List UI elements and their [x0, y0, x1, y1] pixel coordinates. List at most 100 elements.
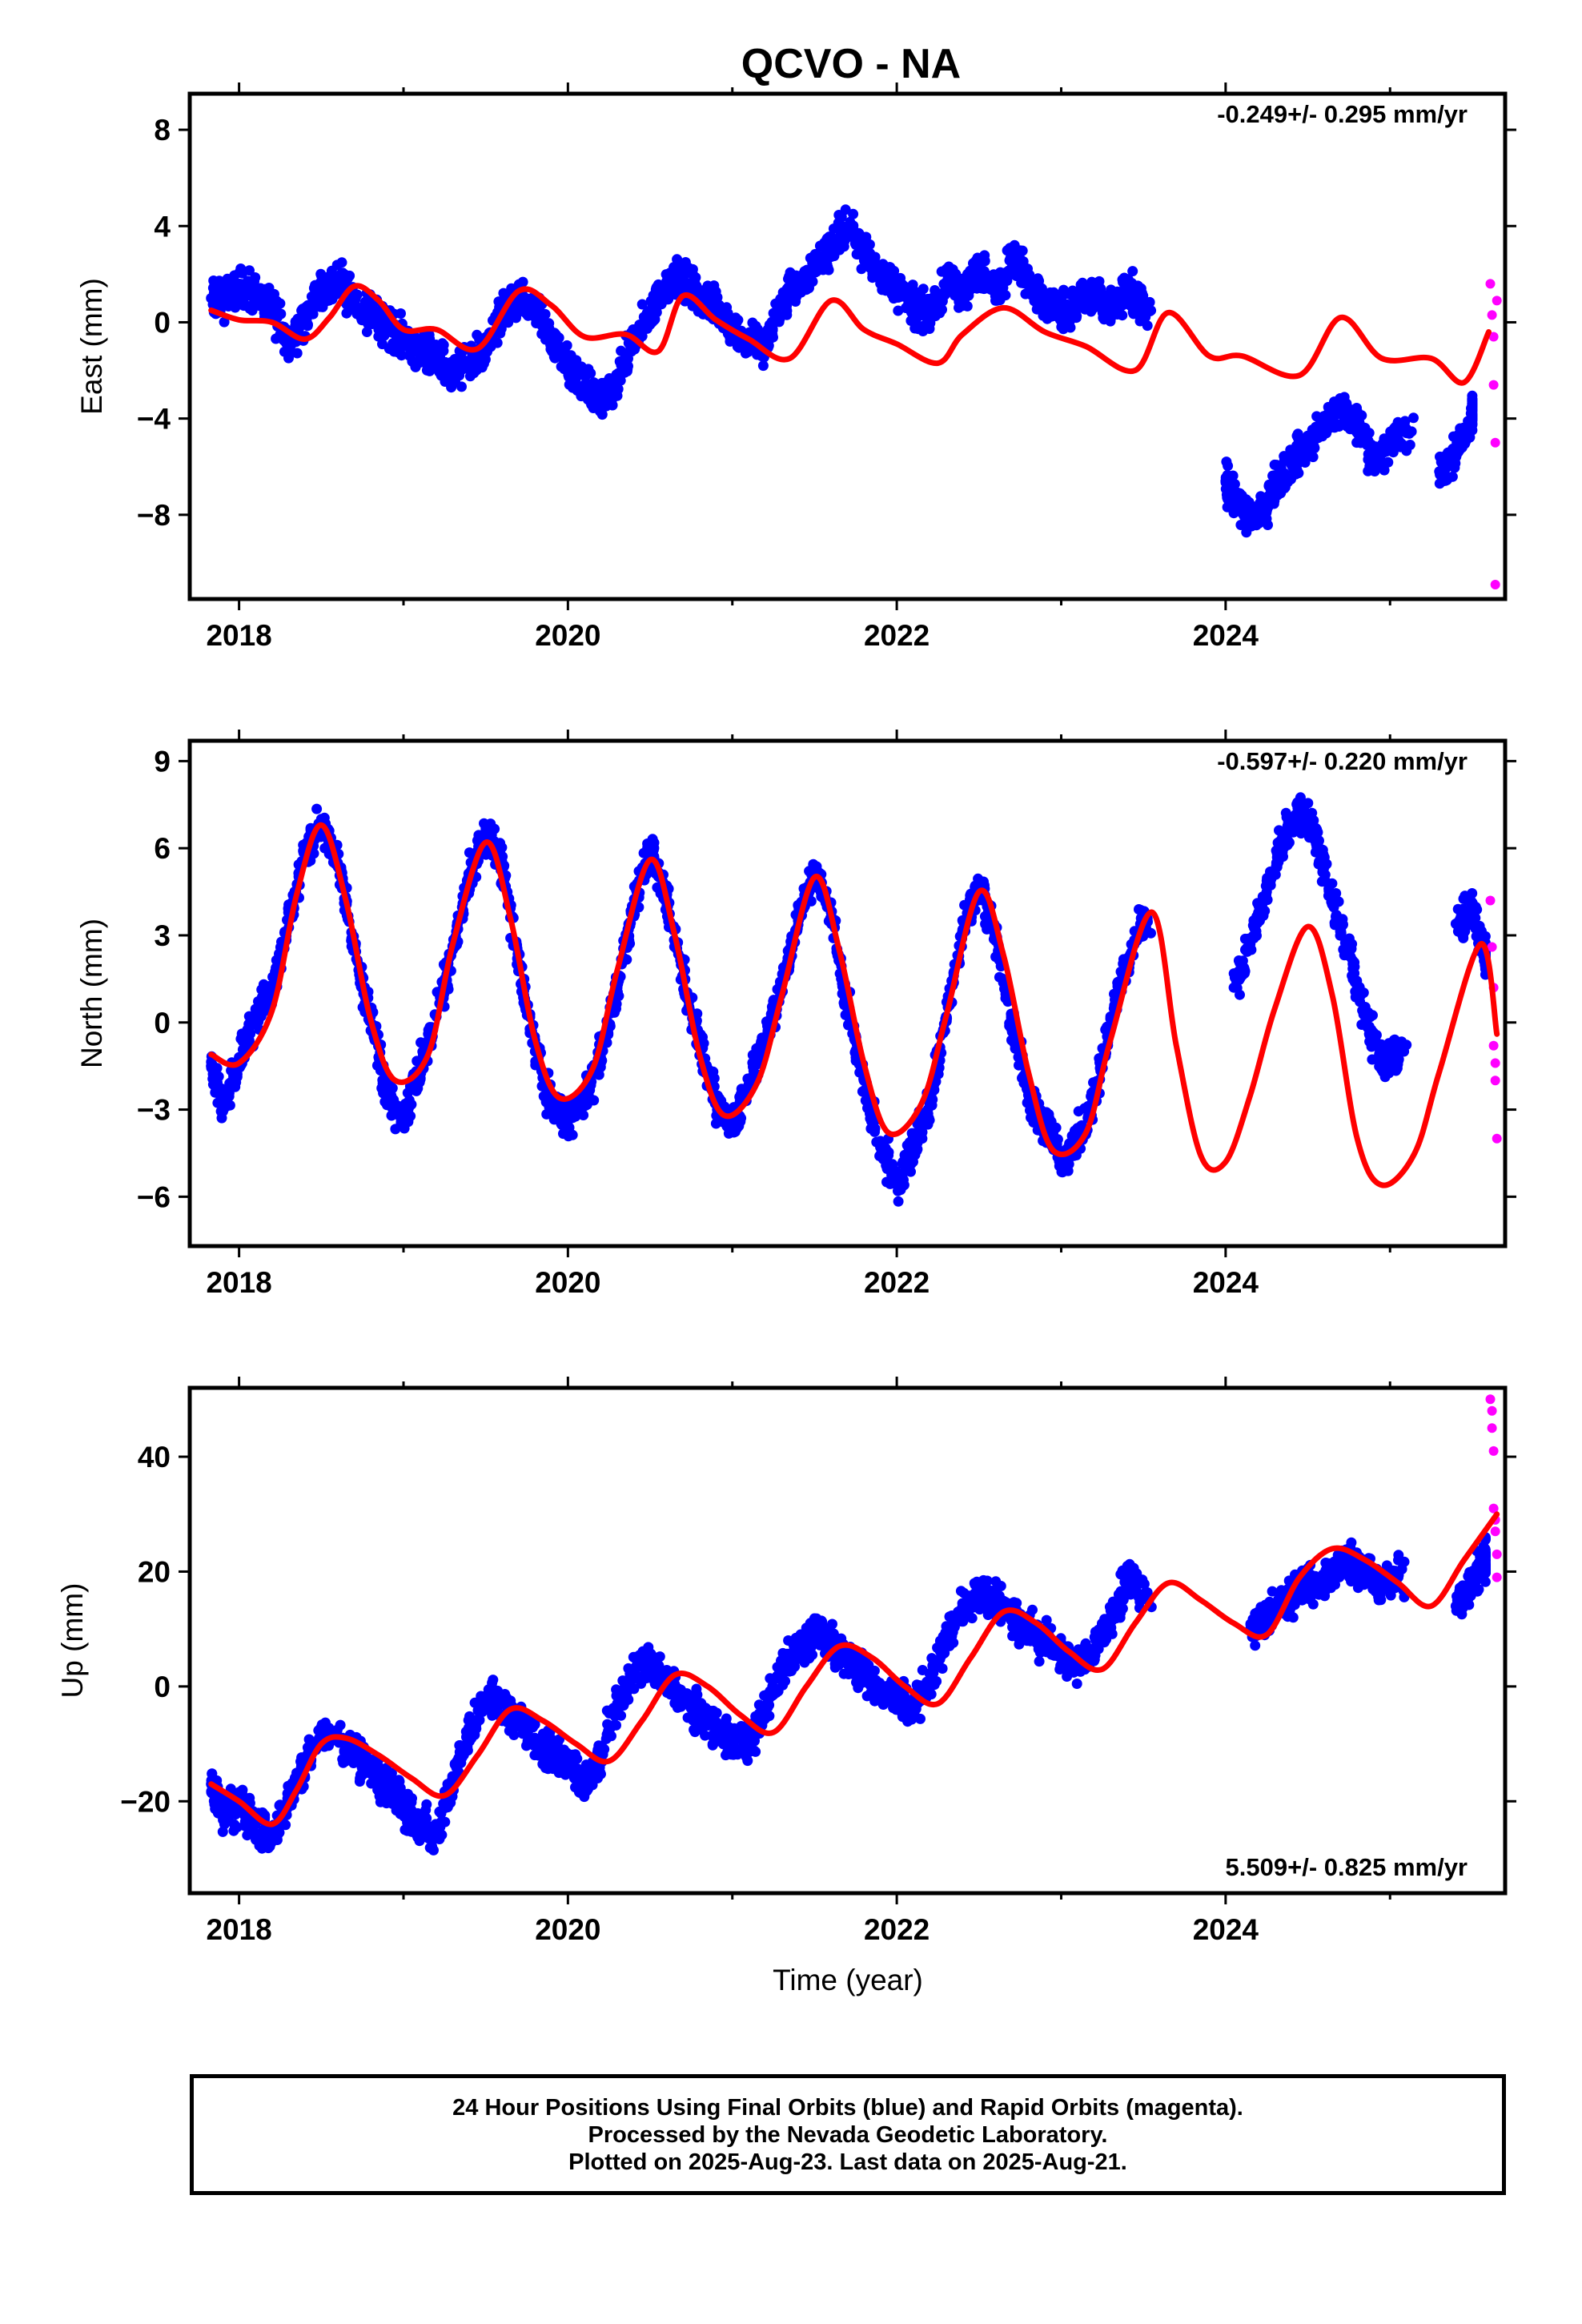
data-point-final — [1401, 428, 1412, 439]
data-point-final — [239, 1043, 250, 1055]
data-point-final — [747, 317, 758, 328]
data-point-final — [1396, 1036, 1407, 1047]
data-point-final — [1311, 411, 1323, 422]
data-point-final — [480, 825, 492, 836]
data-point-final — [865, 1116, 877, 1127]
data-point-final — [291, 348, 303, 359]
y-tick-label: −3 — [137, 1094, 171, 1127]
data-point-final — [930, 285, 941, 296]
data-point-final — [897, 291, 908, 302]
data-point-final — [1443, 447, 1453, 458]
data-point-final — [957, 287, 968, 299]
data-point-final — [1279, 481, 1291, 493]
data-point-final — [206, 292, 217, 304]
data-point-final — [1246, 505, 1257, 517]
data-point-final — [1363, 428, 1375, 439]
data-point-final — [809, 261, 820, 272]
data-point-final — [1220, 476, 1231, 487]
y-tick-label: −8 — [137, 499, 171, 532]
data-point-final — [234, 278, 245, 289]
data-point-final — [409, 1083, 420, 1094]
data-point-final — [562, 1116, 573, 1127]
data-point-final — [1458, 426, 1469, 437]
data-point-final — [290, 320, 301, 332]
data-point-final — [858, 242, 869, 253]
data-point-final — [269, 288, 279, 300]
data-point-final — [563, 1131, 574, 1142]
data-point-final — [583, 364, 594, 375]
data-point-final — [908, 302, 919, 313]
data-point-final — [531, 318, 542, 328]
data-point-final — [450, 376, 461, 388]
data-point-final — [1228, 495, 1239, 506]
data-point-final — [661, 294, 673, 305]
data-point-final — [1353, 991, 1364, 1003]
data-point-final — [1291, 430, 1303, 441]
data-point-final — [1379, 1072, 1391, 1083]
data-point-final — [1287, 826, 1299, 838]
data-point-final — [595, 396, 606, 408]
data-point-final — [1072, 297, 1083, 308]
data-point-final — [817, 255, 829, 266]
data-point-final — [941, 280, 952, 292]
data-point-final — [829, 251, 840, 262]
data-point-final — [917, 283, 929, 295]
data-point-final — [250, 287, 261, 299]
data-point-final — [540, 320, 551, 332]
data-point-final — [1058, 324, 1069, 335]
x-tick-label: 2020 — [535, 619, 600, 652]
data-point-final — [618, 356, 629, 367]
data-point-final — [917, 326, 929, 336]
data-point-final — [1221, 456, 1232, 468]
x-tick-label: 2024 — [1193, 619, 1259, 652]
data-point-final — [978, 272, 990, 283]
data-point-final — [1343, 933, 1355, 944]
data-point-final — [218, 290, 229, 301]
data-point-final — [283, 352, 294, 364]
data-point-final — [283, 339, 294, 349]
data-point-final — [1376, 1055, 1387, 1066]
data-point-final — [781, 283, 793, 295]
x-tick-label: 2020 — [535, 1266, 600, 1299]
data-point-final — [848, 208, 859, 219]
data-point-final — [998, 977, 1009, 988]
data-point-final — [1089, 290, 1100, 301]
data-point-final — [1138, 302, 1149, 313]
data-point-final — [891, 1180, 902, 1191]
data-point-final — [405, 1111, 416, 1122]
data-point-final — [235, 1033, 247, 1044]
data-point-final — [605, 398, 616, 409]
data-point-final — [495, 838, 506, 849]
data-point-final — [498, 287, 509, 299]
data-point-final — [207, 1073, 219, 1084]
x-tick-label: 2024 — [1193, 1266, 1259, 1299]
data-point-final — [1227, 470, 1239, 481]
data-point-final — [234, 288, 245, 300]
data-point-final — [1261, 500, 1272, 511]
data-point-final — [476, 360, 488, 372]
data-point-final — [929, 1084, 939, 1096]
data-point-final — [1343, 950, 1355, 961]
data-point-final — [1063, 1159, 1074, 1170]
data-point-final — [1387, 447, 1399, 458]
data-point-final — [893, 1196, 904, 1207]
plot-area — [206, 204, 1502, 589]
data-point-final — [849, 238, 861, 249]
data-point-final — [1450, 452, 1461, 463]
data-point-final — [249, 276, 259, 287]
data-point-final — [1467, 393, 1478, 404]
data-point-final — [1349, 961, 1360, 972]
data-point-final — [416, 1037, 426, 1048]
data-point-final — [548, 1114, 560, 1125]
data-point-final — [230, 302, 241, 313]
data-point-final — [1368, 454, 1379, 465]
data-point-rapid — [1485, 279, 1496, 289]
y-tick-label: 0 — [154, 1007, 171, 1039]
data-point-final — [511, 310, 522, 320]
data-point-final — [1114, 302, 1126, 312]
data-point-final — [497, 851, 508, 862]
data-point-final — [1109, 292, 1120, 303]
data-point-final — [406, 1099, 417, 1110]
data-point-final — [1434, 466, 1445, 477]
data-point-final — [788, 294, 799, 305]
